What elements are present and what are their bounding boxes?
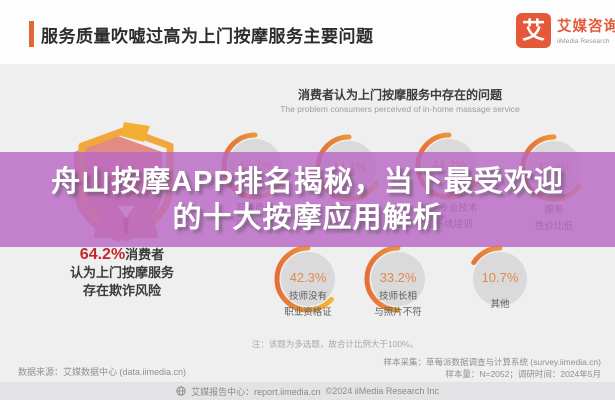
chart-title: 消费者认为上门按摩服务中存在的问题 [297, 88, 502, 102]
header-bar: 服务质量吹嘘过高为上门按摩服务主要问题 艾 艾媒咨询 iiMedia Resea… [0, 0, 615, 64]
highlight-line1: 64.2%消费者 [22, 246, 222, 264]
bubble-value: 10.7% [481, 270, 519, 285]
highlight-rest: 消费者 [125, 247, 165, 262]
chart-subtitle: The problem consumers perceived of in-ho… [280, 104, 520, 114]
footer-report-center: 艾媒报告中心：report.iimedia.cn [191, 386, 321, 397]
highlight-stat: 64.2%消费者 认为上门按摩服务 存在欺诈风险 [22, 246, 222, 300]
bubble-label: 其他 [490, 299, 510, 310]
chart-note: 注：该题为多选题，故合计比例大于100%。 [251, 339, 419, 349]
bubble-label: 技师没有 职业资格证 [284, 291, 332, 318]
bubble-item: 33.2% [363, 244, 433, 314]
sample-size: 样本量：N=2052；调研时间：2024年5月 [445, 369, 601, 379]
title-accent-bar [29, 21, 34, 47]
highlight-line3: 存在欺诈风险 [82, 283, 161, 298]
bubble-item: 42.3% [273, 244, 343, 314]
bubble-label: 技师长相 与照片不符 [374, 291, 422, 318]
sample-method: 样本采集：草莓派数据调查与计算系统 (survey.iimedia.cn) [383, 357, 601, 367]
promo-overlay-banner: 舟山按摩APP排名揭秘，当下最受欢迎 的十大按摩应用解析 [0, 152, 615, 247]
brand-name-en: iiMedia Research [557, 38, 610, 45]
footer-bar: 艾媒报告中心：report.iimedia.cn ©2024 iiMedia R… [0, 382, 615, 400]
brand-block: 艾媒咨询 iiMedia Research [557, 15, 615, 45]
footer-copyright: ©2024 iiMedia Research Inc [325, 386, 439, 396]
bubble-item: 10.7% [465, 244, 535, 314]
promo-line-1: 舟山按摩APP排名揭秘，当下最受欢迎 [51, 165, 564, 198]
page-title: 服务质量吹嘘过高为上门按摩服务主要问题 [41, 27, 374, 46]
highlight-line2: 认为上门按摩服务 [69, 265, 174, 280]
brand-name: 艾媒咨询 [557, 19, 615, 35]
highlight-pct: 64.2% [79, 246, 126, 263]
bubble-value: 33.2% [379, 270, 417, 285]
data-source: 数据来源：艾媒数据中心 (data.iimedia.cn) [18, 367, 187, 377]
promo-line-2: 的十大按摩应用解析 [172, 201, 443, 234]
globe-icon [176, 386, 186, 396]
bubble-value: 42.3% [289, 270, 327, 285]
sample-info: 样本采集：草莓派数据调查与计算系统 (survey.iimedia.cn) 样本… [383, 356, 601, 380]
iimedia-logo-icon: 艾 [516, 13, 551, 48]
